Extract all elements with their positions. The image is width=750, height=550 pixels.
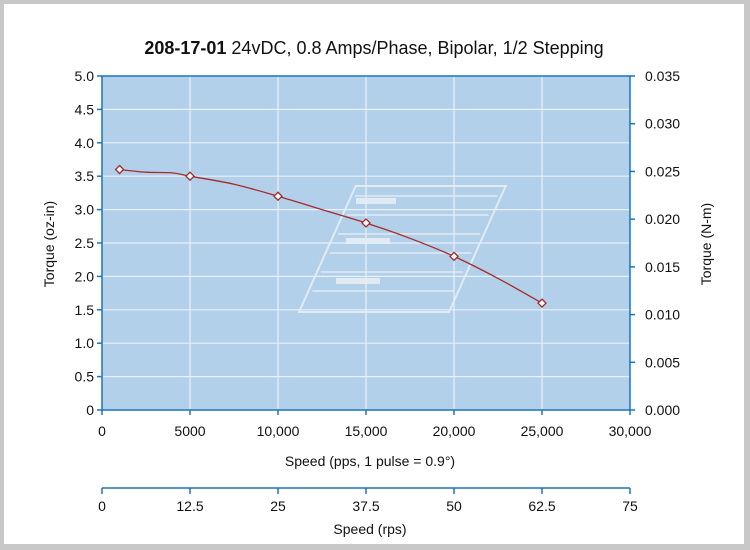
chart-title-spec: 24vDC, 0.8 Amps/Phase, Bipolar, 1/2 Step… — [226, 38, 603, 58]
x-tick-label: 0 — [98, 423, 106, 439]
y-tick-label: 2.5 — [75, 235, 95, 251]
y-tick-label: 2.0 — [75, 268, 95, 284]
y-tick-label: 4.5 — [75, 101, 95, 117]
x-tick-label: 30,000 — [609, 423, 652, 439]
x-axis-label: Speed (pps, 1 pulse = 0.9°) — [285, 453, 455, 469]
y-axis-label: Torque (oz-in) — [41, 201, 57, 287]
x-tick-label: 20,000 — [433, 423, 476, 439]
chart-frame: 208-17-01 24vDC, 0.8 Amps/Phase, Bipolar… — [4, 4, 744, 544]
x-tick-label: 25,000 — [521, 423, 564, 439]
series — [114, 164, 547, 309]
x2-tick-label: 50 — [446, 498, 462, 514]
data-point-marker — [114, 164, 125, 175]
y2-axis-label: Torque (N-m) — [698, 203, 714, 285]
data-point-marker — [361, 218, 371, 228]
y2-tick-label: 0.025 — [645, 163, 680, 179]
data-point-marker — [185, 171, 195, 182]
torque-curve — [119, 168, 543, 304]
data-point-marker — [273, 191, 283, 202]
chart-title: 208-17-01 24vDC, 0.8 Amps/Phase, Bipolar… — [144, 38, 603, 58]
y-tick-label: 3.5 — [75, 168, 95, 184]
y2-tick-label: 0.015 — [645, 259, 680, 275]
y-tick-label: 1.5 — [75, 302, 95, 318]
y-tick-label: 4.0 — [75, 135, 95, 151]
y2-tick-label: 0.000 — [645, 402, 680, 418]
y-tick-label: 5.0 — [75, 68, 95, 84]
x2-tick-label: 12.5 — [176, 498, 203, 514]
y2-tick-label: 0.020 — [645, 211, 680, 227]
watermark-outline — [297, 185, 508, 313]
y2-tick-label: 0.030 — [645, 116, 680, 132]
data-point-marker — [449, 251, 459, 262]
x2-tick-label: 25 — [270, 498, 286, 514]
chart: 208-17-01 24vDC, 0.8 Amps/Phase, Bipolar… — [41, 38, 714, 537]
y2-tick-label: 0.035 — [645, 68, 680, 84]
x-tick-label: 5000 — [174, 423, 205, 439]
y-tick-label: 3.0 — [75, 202, 95, 218]
x2-tick-label: 62.5 — [528, 498, 555, 514]
x-tick-label: 10,000 — [257, 423, 300, 439]
y2-tick-label: 0.010 — [645, 307, 680, 323]
x2-axis-label: Speed (rps) — [333, 521, 406, 537]
y-tick-label: 0 — [86, 402, 94, 418]
x2-tick-label: 0 — [98, 498, 106, 514]
y2-tick-label: 0.005 — [645, 354, 680, 370]
watermark-bar — [356, 198, 396, 204]
chart-title-model: 208-17-01 — [144, 38, 226, 58]
y-tick-label: 1.0 — [75, 335, 95, 351]
x2-tick-label: 37.5 — [352, 498, 379, 514]
x2-tick-label: 75 — [622, 498, 638, 514]
x-tick-label: 15,000 — [345, 423, 388, 439]
watermark-bar — [346, 238, 390, 244]
tick-labels: 0 5000 10,000 15,000 20,000 25,000 30,000 0 12.5… — [75, 68, 681, 514]
y-tick-label: 0.5 — [75, 369, 95, 385]
axes — [97, 75, 635, 494]
watermark-bar — [336, 278, 380, 284]
data-point-marker — [537, 298, 547, 309]
